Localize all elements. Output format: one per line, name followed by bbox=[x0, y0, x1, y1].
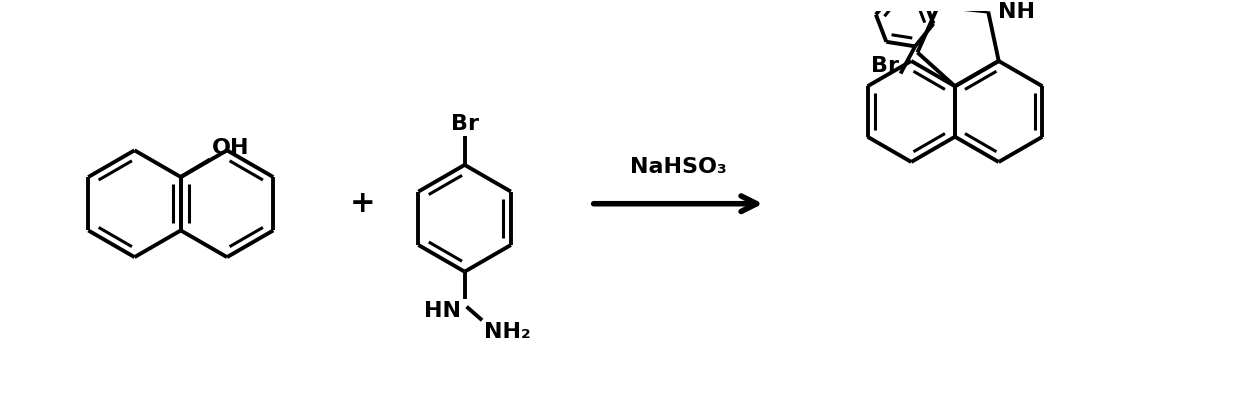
Text: +: + bbox=[349, 189, 375, 218]
Text: OH: OH bbox=[212, 137, 249, 157]
Text: NH: NH bbox=[997, 2, 1035, 22]
Text: Br: Br bbox=[451, 114, 478, 134]
Text: NaHSO₃: NaHSO₃ bbox=[629, 157, 726, 177]
Text: Br: Br bbox=[871, 56, 898, 76]
Text: HN: HN bbox=[424, 301, 461, 321]
Text: NH₂: NH₂ bbox=[484, 322, 530, 342]
